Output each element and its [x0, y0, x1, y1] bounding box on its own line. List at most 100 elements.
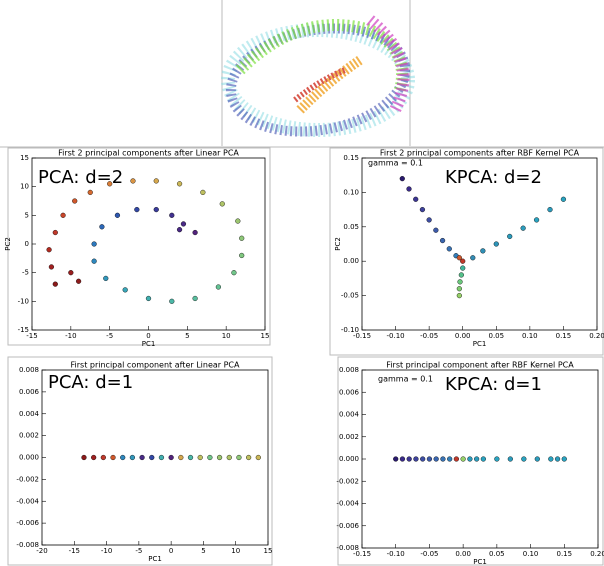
point — [91, 258, 97, 264]
point — [216, 454, 223, 461]
y-tick-label: -10 — [18, 297, 29, 305]
point — [239, 235, 245, 241]
point — [75, 278, 82, 284]
y-tick-label: 0.008 — [339, 366, 359, 374]
point — [413, 456, 419, 462]
point — [91, 454, 97, 461]
point — [399, 176, 405, 182]
point — [547, 207, 553, 213]
x-tick-label: 0.00 — [455, 332, 471, 340]
point — [406, 456, 412, 462]
x-tick-label: 0.15 — [556, 550, 572, 558]
point — [91, 241, 97, 247]
y-tick-label: 0 — [25, 240, 29, 248]
point — [176, 181, 183, 187]
roll-band — [235, 19, 408, 92]
x-tick-label: -0.05 — [420, 550, 438, 558]
point — [200, 189, 206, 196]
point — [440, 456, 446, 462]
x-tick-label: -20 — [36, 547, 47, 555]
point — [180, 221, 187, 227]
point — [456, 293, 462, 299]
point — [246, 454, 252, 461]
point — [480, 248, 486, 254]
y-tick-label: -0.002 — [16, 475, 39, 483]
point — [460, 456, 466, 462]
x-tick-label: 15 — [264, 547, 273, 555]
x-tick-label: 5 — [185, 332, 189, 340]
y-tick-label: -0.006 — [336, 522, 359, 530]
point — [235, 218, 241, 224]
annotation: gamma = 0.1 — [368, 159, 423, 168]
x-axis-label: PC1 — [142, 340, 156, 348]
y-tick-label: -15 — [18, 326, 29, 334]
point — [153, 207, 159, 213]
point — [207, 454, 213, 461]
y-tick-label: -0.10 — [341, 326, 359, 334]
point — [114, 212, 121, 218]
chart-title: First principal component after Linear P… — [71, 361, 240, 370]
point — [169, 298, 175, 304]
x-tick-label: 0.20 — [590, 550, 604, 558]
x-tick-label: 0.05 — [488, 332, 504, 340]
y-tick-label: 0.006 — [339, 388, 360, 396]
point — [458, 272, 464, 278]
x-tick-label: -5 — [106, 332, 113, 340]
x-tick-label: -0.05 — [420, 332, 438, 340]
roll-band — [221, 23, 415, 137]
y-axis-label: PC2 — [4, 237, 12, 251]
point — [460, 258, 466, 264]
x-tick-label: 15 — [261, 332, 270, 340]
point — [456, 286, 462, 292]
point — [413, 196, 419, 202]
y-tick-label: 0.00 — [343, 257, 359, 265]
point — [561, 456, 567, 462]
annotation: PCA: d=1 — [48, 372, 133, 393]
y-tick-label: -0.05 — [341, 292, 359, 300]
y-tick-label: 5 — [25, 211, 29, 219]
x-tick-label: 0 — [169, 547, 173, 555]
panel-frame — [7, 356, 273, 566]
point — [521, 456, 527, 462]
x-tick-label: -0.15 — [353, 550, 371, 558]
point — [507, 456, 513, 462]
point — [460, 265, 466, 271]
y-tick-label: 0.05 — [343, 223, 359, 231]
point — [68, 270, 74, 276]
y-tick-label: -0.004 — [16, 497, 39, 505]
y-tick-label: -0.002 — [336, 477, 359, 485]
point — [219, 201, 225, 207]
y-tick-label: 0.000 — [19, 454, 39, 462]
point — [153, 178, 159, 184]
point — [534, 456, 540, 462]
point — [120, 454, 126, 461]
point — [456, 255, 462, 261]
x-tick-label: 10 — [222, 332, 231, 340]
panel-frame — [7, 147, 271, 346]
point — [168, 454, 174, 461]
y-tick-label: 0.004 — [339, 411, 360, 419]
point — [457, 279, 463, 285]
point — [453, 456, 460, 462]
y-tick-label: 0.002 — [339, 433, 359, 441]
y-tick-label: -0.008 — [16, 541, 39, 549]
x-tick-label: 10 — [231, 547, 240, 555]
x-tick-label: -10 — [65, 332, 76, 340]
point — [433, 227, 439, 233]
y-tick-label: -0.008 — [336, 544, 359, 552]
y-tick-label: -0.006 — [16, 519, 39, 527]
point — [149, 454, 155, 461]
point — [192, 295, 198, 302]
x-tick-label: -0.15 — [353, 332, 371, 340]
point — [507, 233, 513, 240]
point — [60, 212, 66, 218]
x-tick-label: -15 — [26, 332, 37, 340]
point — [393, 456, 399, 462]
point — [158, 454, 165, 461]
plot-area — [41, 369, 269, 546]
point — [48, 264, 55, 270]
point — [470, 255, 476, 261]
point — [110, 454, 116, 461]
point — [134, 207, 140, 213]
